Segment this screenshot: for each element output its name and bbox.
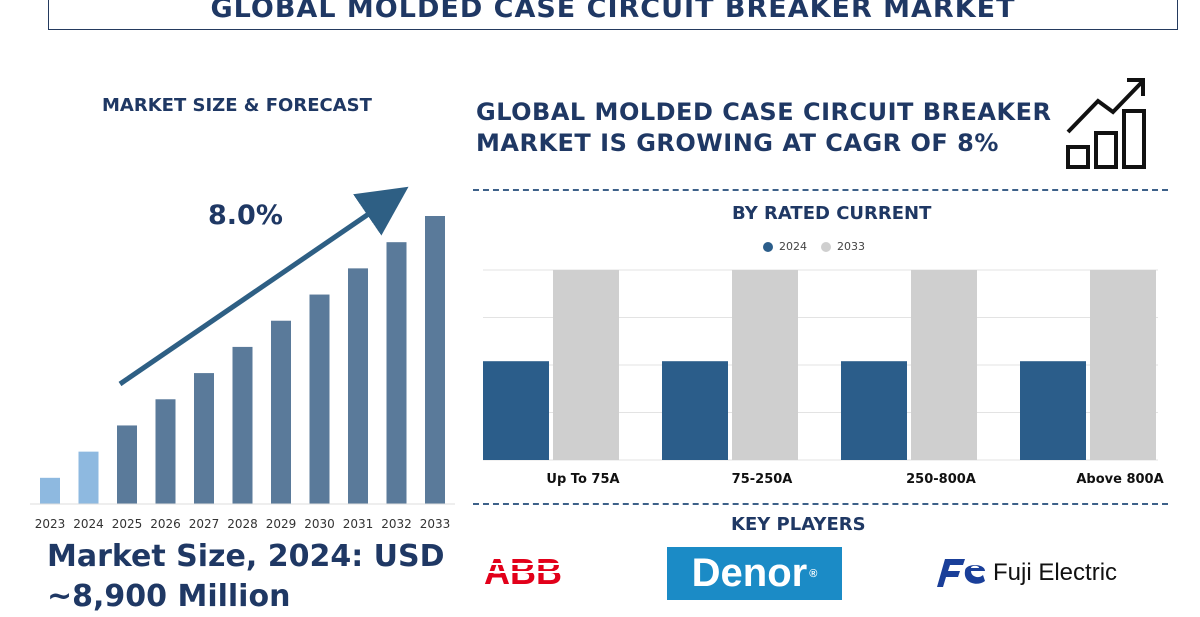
cagr-annotation: 8.0% xyxy=(208,200,283,231)
divider-bottom xyxy=(473,503,1168,505)
legend-item-2024: 2024 xyxy=(763,240,807,253)
forecast-bar-2027 xyxy=(194,373,214,504)
fuji-electric-emblem xyxy=(937,559,985,587)
forecast-bar-2024 xyxy=(78,451,99,504)
denor-logo: Denor ® xyxy=(667,547,842,600)
market-size-line-1: Market Size, 2024: USD xyxy=(47,539,445,574)
key-players-heading: KEY PLAYERS xyxy=(731,514,866,535)
charts-canvas: 2023 2024 2025 2026 2027 2028 2029 2030 2031 2032… xyxy=(30,78,1164,531)
forecast-tick-2031: 2031 xyxy=(343,517,374,531)
forecast-tick-2033: 2033 xyxy=(420,517,451,531)
forecast-bar-2028 xyxy=(232,346,253,504)
rated-tick-3: Above 800A xyxy=(1076,472,1163,487)
legend-dot-2033 xyxy=(821,241,831,252)
market-size-line-2: ~8,900 Million xyxy=(47,579,291,614)
market-size-text: Market Size, 2024: USD ~8,900 Million xyxy=(47,537,445,617)
rated-bar-2033-3 xyxy=(1090,270,1156,460)
legend-item-2033: 2033 xyxy=(821,240,865,253)
cagr-heading: GLOBAL MOLDED CASE CIRCUIT BREAKER MARKE… xyxy=(476,98,1052,157)
rated-bar-2024-0 xyxy=(483,361,549,460)
growth-chart-icon xyxy=(1066,78,1146,169)
forecast-tick-2029: 2029 xyxy=(266,517,297,531)
legend-label-2024: 2024 xyxy=(779,240,807,253)
forecast-bar-2032 xyxy=(386,242,407,504)
forecast-tick-2027: 2027 xyxy=(189,517,220,531)
forecast-tick-2032: 2032 xyxy=(381,517,412,531)
fuji-electric-logo: Fuji Electric xyxy=(935,557,1117,589)
legend-dot-2024 xyxy=(763,241,773,252)
rated-tick-0: Up To 75A xyxy=(546,472,619,487)
forecast-tick-2024: 2024 xyxy=(73,517,104,531)
legend-label-2033: 2033 xyxy=(837,240,865,253)
title-banner: GLOBAL MOLDED CASE CIRCUIT BREAKER MARKE… xyxy=(48,0,1178,30)
rated-bar-2024-3 xyxy=(1020,361,1086,460)
abb-logo: ABB xyxy=(483,551,563,589)
forecast-tick-2030: 2030 xyxy=(304,517,335,531)
forecast-bar-2033 xyxy=(425,216,445,504)
abb-logo-text: ABB xyxy=(484,551,562,589)
chart-legend: 2024 2033 xyxy=(763,240,865,253)
rated-tick-2: 250-800A xyxy=(906,472,976,487)
rated-bar-2024-2 xyxy=(841,361,907,460)
forecast-tick-2028: 2028 xyxy=(227,517,258,531)
forecast-bar-2023 xyxy=(40,477,60,504)
divider-top xyxy=(473,189,1168,191)
rated-bar-2033-2 xyxy=(911,270,977,460)
forecast-tick-2025: 2025 xyxy=(112,517,143,531)
growth-arrow xyxy=(118,186,409,387)
forecast-bar-2031 xyxy=(348,268,368,504)
forecast-bar-2026 xyxy=(155,399,176,504)
forecast-bar-2025 xyxy=(117,425,137,504)
forecast-tick-2023: 2023 xyxy=(35,517,66,531)
denor-logo-text: Denor xyxy=(691,551,808,595)
by-rated-current-heading: BY RATED CURRENT xyxy=(732,203,932,224)
page-title: GLOBAL MOLDED CASE CIRCUIT BREAKER MARKE… xyxy=(210,0,1016,24)
rated-bar-2024-1 xyxy=(662,361,728,460)
forecast-tick-2026: 2026 xyxy=(150,517,181,531)
rated-bar-2033-0 xyxy=(553,270,619,460)
rated-tick-1: 75-250A xyxy=(732,472,793,487)
forecast-bar-2029 xyxy=(271,320,291,504)
rated-bar-2033-1 xyxy=(732,270,798,460)
fuji-electric-text: Fuji Electric xyxy=(993,559,1118,586)
forecast-bar-2030 xyxy=(309,294,330,504)
denor-registered-mark: ® xyxy=(809,567,818,580)
market-size-forecast-heading: MARKET SIZE & FORECAST xyxy=(102,95,372,116)
